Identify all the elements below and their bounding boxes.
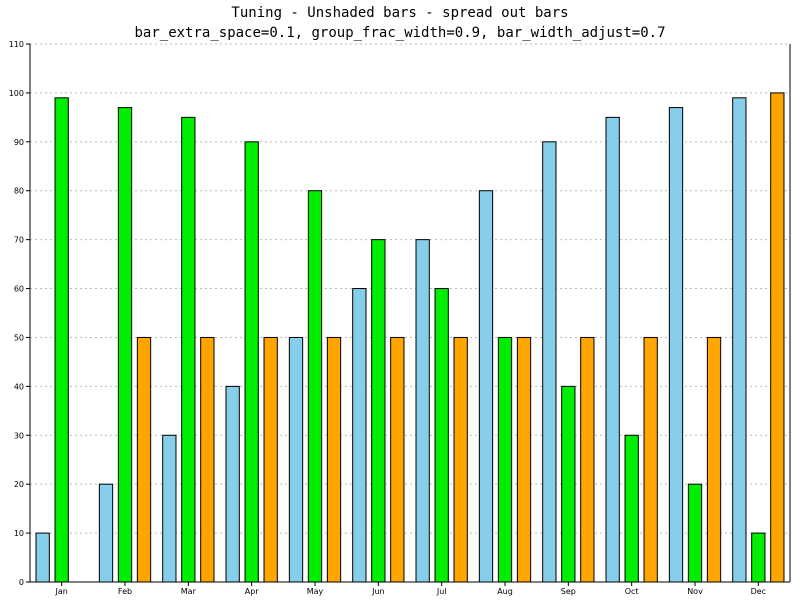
x-tick-label-feb: Feb	[118, 587, 132, 596]
x-tick-label-nov: Nov	[687, 587, 703, 596]
bar-feb-series-3	[136, 336, 152, 583]
x-tick-label-may: May	[307, 587, 324, 596]
y-tick-label: 100	[9, 89, 24, 98]
x-tick-label-jan: Jan	[54, 587, 67, 596]
bar-jan-series-2	[54, 97, 69, 583]
x-tick-label-apr: Apr	[245, 587, 260, 596]
bar-dec-series-2	[751, 532, 766, 583]
bar-oct-series-3	[643, 336, 658, 583]
x-tick-label-oct: Oct	[625, 587, 639, 596]
bar-feb-series-2	[117, 107, 133, 583]
x-tick-label-aug: Aug	[497, 587, 513, 596]
x-tick-label-jun: Jun	[371, 587, 385, 596]
x-tick-label-dec: Dec	[751, 587, 766, 596]
bar-mar-series-3	[200, 336, 215, 583]
y-tick-label: 10	[14, 529, 24, 538]
y-tick-label: 30	[14, 431, 24, 440]
bar-sep-series-2	[561, 385, 576, 583]
bar-nov-series-2	[687, 483, 703, 583]
bar-aug-series-3	[516, 336, 532, 583]
bar-jul-series-2	[434, 288, 449, 583]
bar-jun-series-3	[390, 336, 405, 583]
bar-jun-series-2	[371, 239, 386, 583]
bar-sep-series-3	[580, 336, 595, 583]
bar-sep-series-1	[542, 141, 557, 583]
bar-apr-series-1	[225, 385, 240, 583]
bar-may-series-2	[307, 190, 323, 583]
bar-dec-series-1	[732, 97, 747, 583]
bar-nov-series-3	[706, 336, 722, 583]
bar-apr-series-3	[263, 336, 278, 583]
bar-aug-series-1	[478, 190, 494, 583]
bar-aug-series-2	[497, 336, 513, 583]
y-tick-label: 20	[14, 480, 24, 489]
y-tick-label: 60	[14, 285, 24, 294]
bar-nov-series-1	[668, 107, 684, 583]
y-tick-label: 0	[19, 578, 24, 587]
x-tick-label-mar: Mar	[181, 587, 197, 596]
chart-titles: Tuning - Unshaded bars - spread out bars…	[0, 0, 800, 43]
x-tick-label-sep: Sep	[561, 587, 576, 596]
y-tick-label: 50	[14, 333, 24, 342]
chart-title: Tuning - Unshaded bars - spread out bars	[231, 5, 569, 21]
bar-jul-series-3	[453, 336, 468, 583]
bar-oct-series-2	[624, 434, 639, 583]
bar-feb-series-1	[98, 483, 114, 583]
bar-jan-series-1	[35, 532, 50, 583]
bar-may-series-1	[288, 336, 304, 583]
y-tick-label: 90	[14, 138, 24, 147]
bar-dec-series-3	[770, 92, 785, 583]
bar-apr-series-2	[244, 141, 259, 583]
bar-oct-series-1	[605, 116, 620, 583]
y-tick-label: 70	[14, 236, 24, 245]
bar-mar-series-1	[162, 434, 177, 583]
bar-jul-series-1	[415, 239, 430, 583]
y-tick-label: 80	[14, 187, 24, 196]
chart-subtitle: bar_extra_space=0.1, group_frac_width=0.…	[134, 25, 666, 41]
bar-may-series-3	[326, 336, 342, 583]
bar-mar-series-2	[181, 116, 196, 583]
y-tick-label: 110	[9, 40, 24, 49]
y-tick-label: 40	[14, 382, 24, 391]
x-tick-label-jul: Jul	[436, 587, 447, 596]
bar-jun-series-1	[352, 288, 367, 583]
